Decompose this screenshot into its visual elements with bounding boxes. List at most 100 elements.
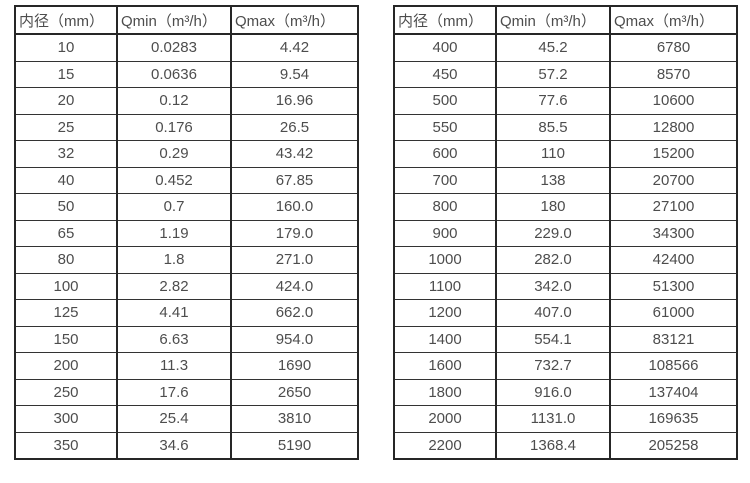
table-cell: 80 <box>14 246 118 274</box>
table-cell: 25 <box>14 113 118 141</box>
table-cell: 4.42 <box>230 33 359 62</box>
table-cell: 1690 <box>230 352 359 380</box>
table-row: 800 180 27100 <box>393 193 738 221</box>
table-row: 600 110 15200 <box>393 140 738 168</box>
column-header: Qmax（m³/h） <box>609 5 738 35</box>
table-cell: 1400 <box>393 325 497 353</box>
table-row: 1100 342.0 51300 <box>393 272 738 300</box>
table-cell: 0.0636 <box>116 60 232 88</box>
table-cell: 1.19 <box>116 219 232 247</box>
table-row: 500 77.6 10600 <box>393 87 738 115</box>
table-cell: 0.12 <box>116 87 232 115</box>
table-cell: 282.0 <box>495 246 611 274</box>
table-cell: 137404 <box>609 378 738 406</box>
table-row: 1400 554.1 83121 <box>393 325 738 353</box>
table-cell: 57.2 <box>495 60 611 88</box>
table-row: 20 0.12 16.96 <box>14 87 359 115</box>
table-cell: 20 <box>14 87 118 115</box>
table-cell: 100 <box>14 272 118 300</box>
table-cell: 26.5 <box>230 113 359 141</box>
table-cell: 350 <box>14 431 118 460</box>
table-cell: 5190 <box>230 431 359 460</box>
table-cell: 85.5 <box>495 113 611 141</box>
table-row: 80 1.8 271.0 <box>14 246 359 274</box>
table-row: 1200 407.0 61000 <box>393 299 738 327</box>
table-cell: 0.452 <box>116 166 232 194</box>
table-cell: 51300 <box>609 272 738 300</box>
table-cell: 300 <box>14 405 118 433</box>
table-cell: 16.96 <box>230 87 359 115</box>
table-row: 200 11.3 1690 <box>14 352 359 380</box>
table-cell: 77.6 <box>495 87 611 115</box>
table-cell: 10600 <box>609 87 738 115</box>
table-cell: 179.0 <box>230 219 359 247</box>
table-cell: 0.176 <box>116 113 232 141</box>
flow-table-large-diameter: 内径（mm） Qmin（m³/h） Qmax（m³/h） 400 45.2 6780 450… <box>393 5 738 460</box>
table-cell: 2650 <box>230 378 359 406</box>
table-cell: 2200 <box>393 431 497 460</box>
table-cell: 800 <box>393 193 497 221</box>
table-cell: 916.0 <box>495 378 611 406</box>
table-cell: 0.0283 <box>116 33 232 62</box>
table-cell: 150 <box>14 325 118 353</box>
table-cell: 12800 <box>609 113 738 141</box>
table-cell: 1000 <box>393 246 497 274</box>
column-header: Qmin（m³/h） <box>116 5 232 35</box>
table-cell: 83121 <box>609 325 738 353</box>
table-cell: 554.1 <box>495 325 611 353</box>
table-cell: 138 <box>495 166 611 194</box>
table-cell: 2.82 <box>116 272 232 300</box>
table-cell: 1.8 <box>116 246 232 274</box>
table-cell: 8570 <box>609 60 738 88</box>
table-cell: 169635 <box>609 405 738 433</box>
table-cell: 15200 <box>609 140 738 168</box>
table-cell: 2000 <box>393 405 497 433</box>
header-row: 内径（mm） Qmin（m³/h） Qmax（m³/h） <box>14 5 359 35</box>
table-cell: 1600 <box>393 352 497 380</box>
table-cell: 32 <box>14 140 118 168</box>
table-cell: 45.2 <box>495 33 611 62</box>
table-cell: 25.4 <box>116 405 232 433</box>
table-row: 32 0.29 43.42 <box>14 140 359 168</box>
table-cell: 1800 <box>393 378 497 406</box>
table-cell: 50 <box>14 193 118 221</box>
table-cell: 450 <box>393 60 497 88</box>
column-header: Qmin（m³/h） <box>495 5 611 35</box>
table-cell: 0.29 <box>116 140 232 168</box>
table-cell: 600 <box>393 140 497 168</box>
table-row: 400 45.2 6780 <box>393 33 738 62</box>
column-header: 内径（mm） <box>14 5 118 35</box>
table-cell: 407.0 <box>495 299 611 327</box>
column-header: 内径（mm） <box>393 5 497 35</box>
table-cell: 20700 <box>609 166 738 194</box>
table-cell: 400 <box>393 33 497 62</box>
table-cell: 61000 <box>609 299 738 327</box>
table-cell: 27100 <box>609 193 738 221</box>
table-cell: 0.7 <box>116 193 232 221</box>
table-cell: 900 <box>393 219 497 247</box>
table-row: 250 17.6 2650 <box>14 378 359 406</box>
table-cell: 342.0 <box>495 272 611 300</box>
table-row: 40 0.452 67.85 <box>14 166 359 194</box>
table-cell: 10 <box>14 33 118 62</box>
table-row: 900 229.0 34300 <box>393 219 738 247</box>
table-row: 125 4.41 662.0 <box>14 299 359 327</box>
table-cell: 500 <box>393 87 497 115</box>
table-cell: 4.41 <box>116 299 232 327</box>
table-row: 25 0.176 26.5 <box>14 113 359 141</box>
table-row: 100 2.82 424.0 <box>14 272 359 300</box>
table-cell: 180 <box>495 193 611 221</box>
table-cell: 3810 <box>230 405 359 433</box>
table-row: 1600 732.7 108566 <box>393 352 738 380</box>
table-row: 65 1.19 179.0 <box>14 219 359 247</box>
table-cell: 1100 <box>393 272 497 300</box>
table-cell: 662.0 <box>230 299 359 327</box>
table-cell: 65 <box>14 219 118 247</box>
table-row: 2000 1131.0 169635 <box>393 405 738 433</box>
table-row: 1000 282.0 42400 <box>393 246 738 274</box>
table-cell: 1368.4 <box>495 431 611 460</box>
table-cell: 6780 <box>609 33 738 62</box>
table-cell: 700 <box>393 166 497 194</box>
table-cell: 160.0 <box>230 193 359 221</box>
